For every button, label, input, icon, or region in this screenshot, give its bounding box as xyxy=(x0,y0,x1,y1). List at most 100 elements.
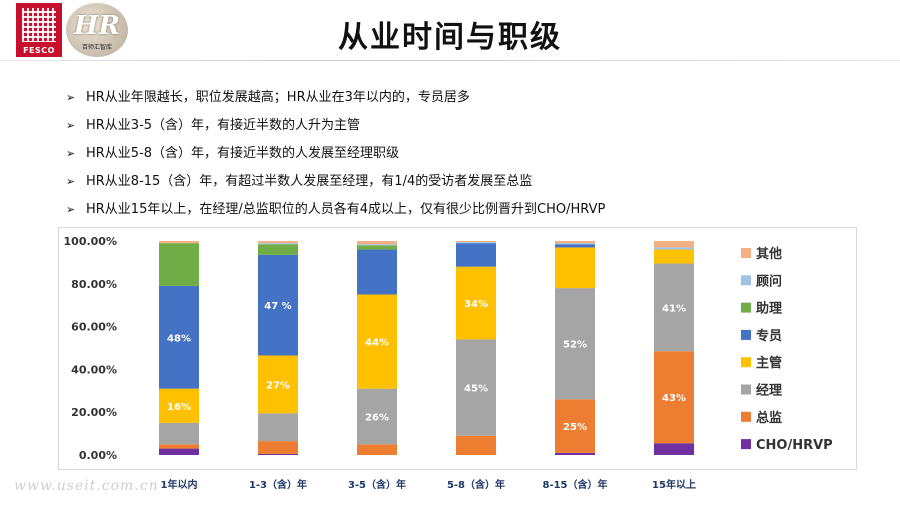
data-label: 16% xyxy=(167,402,191,413)
legend-label: 总监 xyxy=(756,410,782,426)
data-label: 26% xyxy=(365,412,389,423)
bar-segment-- xyxy=(654,249,694,264)
bar-segment-- xyxy=(258,244,298,255)
legend-swatch xyxy=(741,302,751,313)
bullet-item: ➢ HR从业5-8（含）年，有接近半数的人发展至经理职级 xyxy=(66,145,605,173)
data-label: 41% xyxy=(662,303,686,314)
y-tick-label: 0.00% xyxy=(79,449,117,462)
bar-segment-- xyxy=(258,243,298,245)
bullet-text: HR从业15年以上，在经理/总监职位的人员各有4成以上，仅有很少比例晋升到CHO… xyxy=(86,202,606,217)
fesco-logo-grid-icon xyxy=(22,8,56,42)
legend-label: 经理 xyxy=(756,383,782,399)
fesco-logo-text: FESCO xyxy=(23,46,55,55)
bar-segment-- xyxy=(456,435,496,455)
bullet-item: ➢ HR从业3-5（含）年，有接近半数的人升为主管 xyxy=(66,117,605,145)
bar-segment-- xyxy=(159,241,199,244)
bullet-item: ➢ HR从业年限越长，职位发展越高；HR从业在3年以内的，专员居多 xyxy=(66,89,605,117)
bar-segment-- xyxy=(258,355,298,414)
bar-segment-- xyxy=(654,263,694,352)
bar-segment-- xyxy=(159,422,199,445)
bar-segment-- xyxy=(456,241,496,243)
x-tick-label: 1-3（含）年 xyxy=(249,478,307,491)
x-tick-label: 5-8（含）年 xyxy=(447,478,505,491)
legend-label: 顾问 xyxy=(756,273,782,289)
bar-segment-- xyxy=(357,241,397,245)
bar-segment-cho-hrvp xyxy=(159,448,199,455)
fesco-logo: FESCO xyxy=(16,3,62,57)
bullet-item: ➢ HR从业15年以上，在经理/总监职位的人员各有4成以上，仅有很少比例晋升到CH… xyxy=(66,201,605,229)
bar-segment-- xyxy=(357,388,397,445)
bullet-text: HR从业3-5（含）年，有接近半数的人升为主管 xyxy=(86,118,361,133)
watermark: www.useit.com.cn xyxy=(14,478,159,494)
hr-logo-subtitle: 百师汇智库 xyxy=(81,44,112,51)
legend-label: 主管 xyxy=(756,355,782,371)
x-tick-label: 15年以上 xyxy=(652,478,696,491)
bar-segment-- xyxy=(654,247,694,250)
chart-frame xyxy=(58,227,857,470)
data-label: 27% xyxy=(266,380,290,391)
bullet-text: HR从业年限越长，职位发展越高；HR从业在3年以内的，专员居多 xyxy=(86,90,470,105)
bar-segment-- xyxy=(456,339,496,436)
legend-swatch xyxy=(741,439,751,450)
legend-swatch xyxy=(741,275,751,286)
data-label: 43% xyxy=(662,393,686,404)
y-tick-label: 80.00% xyxy=(71,278,117,291)
legend-swatch xyxy=(741,384,751,395)
data-label: 44% xyxy=(365,338,389,349)
bar-segment-- xyxy=(357,249,397,295)
bar-segment-- xyxy=(654,241,694,248)
bar-segment-cho-hrvp xyxy=(555,452,595,455)
x-tick-label: 3-5（含）年 xyxy=(348,478,406,491)
bar-segment-- xyxy=(159,285,199,389)
bar-segment-- xyxy=(555,399,595,453)
bullet-item: ➢ HR从业8-15（含）年，有超过半数人发展至经理，有1/4的受访者发展至总监 xyxy=(66,173,605,201)
data-label: 34% xyxy=(464,299,488,310)
title-divider xyxy=(0,60,900,61)
legend-label: 助理 xyxy=(756,301,782,317)
bar-segment-- xyxy=(555,243,595,245)
bullet-text: HR从业8-15（含）年，有超过半数人发展至经理，有1/4的受访者发展至总监 xyxy=(86,174,533,189)
y-tick-label: 20.00% xyxy=(71,406,117,419)
arrow-bullet-icon: ➢ xyxy=(66,203,76,216)
y-tick-label: 100.00% xyxy=(64,235,117,248)
data-label: 25% xyxy=(563,422,587,433)
bar-segment-- xyxy=(159,388,199,423)
bar-segment-- xyxy=(456,243,496,267)
legend-label: CHO/HRVP xyxy=(756,438,833,453)
bar-segment-cho-hrvp xyxy=(258,453,298,455)
y-tick-label: 40.00% xyxy=(71,363,117,376)
bar-segment-- xyxy=(555,288,595,400)
bar-segment-- xyxy=(456,266,496,340)
bar-segment-- xyxy=(159,243,199,286)
bar-segment-- xyxy=(258,441,298,454)
arrow-bullet-icon: ➢ xyxy=(66,175,76,188)
legend-swatch xyxy=(741,248,751,258)
bullet-text: HR从业5-8（含）年，有接近半数的人发展至经理职级 xyxy=(86,146,400,161)
bar-segment-- xyxy=(258,254,298,356)
bar-segment-- xyxy=(258,413,298,442)
y-tick-label: 60.00% xyxy=(71,321,117,334)
legend-swatch xyxy=(741,411,751,422)
arrow-bullet-icon: ➢ xyxy=(66,91,76,104)
bar-segment-- xyxy=(555,247,595,289)
arrow-bullet-icon: ➢ xyxy=(66,119,76,132)
bar-segment-- xyxy=(357,244,397,246)
bar-segment-- xyxy=(654,351,694,444)
x-tick-label: 8-15（含）年 xyxy=(542,478,607,491)
data-label: 47 % xyxy=(264,301,291,312)
data-label: 48% xyxy=(167,333,191,344)
data-label: 45% xyxy=(464,384,488,395)
legend-label: 专员 xyxy=(756,328,782,344)
bar-segment-- xyxy=(357,294,397,389)
bar-segment-- xyxy=(258,241,298,244)
hr-logo-mark: HR xyxy=(73,11,121,41)
bar-segment-- xyxy=(357,245,397,250)
bar-segment-cho-hrvp xyxy=(654,443,694,455)
page-title: 从业时间与职级 xyxy=(338,20,562,55)
x-tick-label: 1年以内 xyxy=(161,478,198,491)
hr-logo: HR 百师汇智库 xyxy=(66,3,128,57)
bar-segment-- xyxy=(357,444,397,455)
bullet-list: ➢ HR从业年限越长，职位发展越高；HR从业在3年以内的，专员居多 ➢ HR从业3-… xyxy=(66,89,605,229)
legend-swatch xyxy=(741,329,751,340)
legend-label: 其他 xyxy=(756,246,782,262)
